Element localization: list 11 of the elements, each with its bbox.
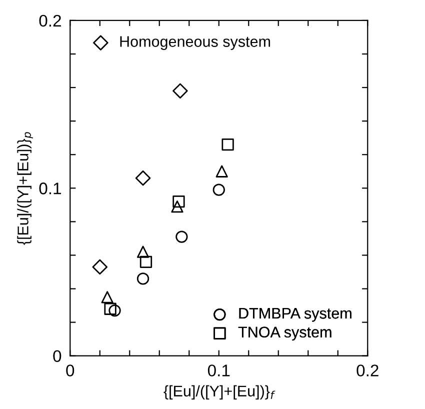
y-tick-label: 0.1 xyxy=(39,182,61,194)
x-axis-title: {[Eu]/([Y]+[Eu])}$_{f}$ xyxy=(164,385,276,400)
legend-label: Homogeneous system xyxy=(120,36,270,50)
y-axis-title: {[Eu]/([Y]+[Eu])}$_{p}$ xyxy=(17,132,33,245)
x-tick-label: 0.1 xyxy=(208,364,230,376)
y-tick-label: 0 xyxy=(53,350,62,362)
x-tick-label: 0 xyxy=(66,364,74,376)
x-tick-label: 0.2 xyxy=(356,364,378,376)
y-tick-label: 0.2 xyxy=(39,14,61,27)
legend-label: TNOA system xyxy=(238,326,332,341)
legend-label: DTMBPA system xyxy=(239,308,352,322)
